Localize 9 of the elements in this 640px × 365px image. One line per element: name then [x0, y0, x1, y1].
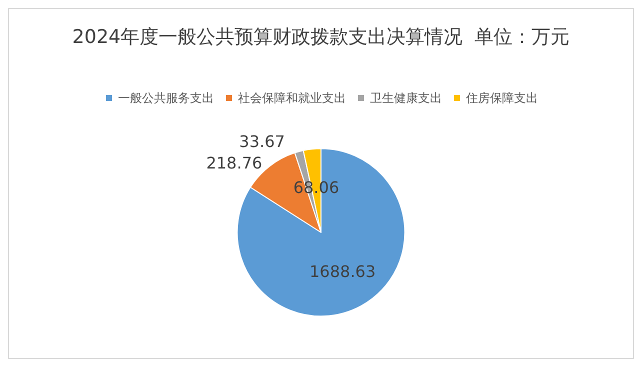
legend-label: 卫生健康支出	[370, 91, 442, 105]
legend-label: 社会保障和就业支出	[238, 91, 346, 105]
data-label: 68.06	[293, 178, 340, 198]
legend-label: 一般公共服务支出	[118, 91, 214, 105]
legend-label: 住房保障支出	[465, 91, 538, 105]
data-label: 218.76	[206, 154, 262, 173]
data-label: 33.67	[239, 132, 285, 152]
data-label: 1688.63	[309, 262, 376, 282]
chart-title: 2024年度一般公共预算财政拨款支出决算情况 单位：万元	[72, 26, 570, 48]
